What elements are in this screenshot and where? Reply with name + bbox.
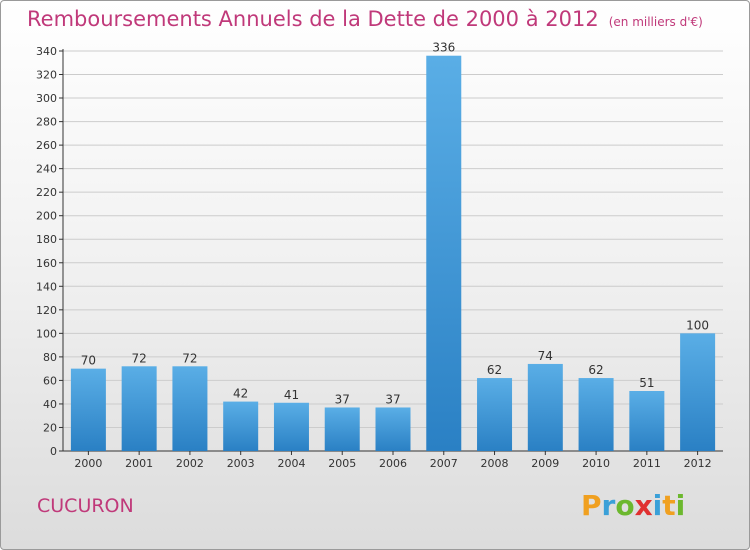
logo-letter: r <box>601 489 616 522</box>
y-tick-label: 160 <box>36 257 57 270</box>
logo-letter: t <box>662 489 676 522</box>
y-tick-label: 340 <box>36 45 57 58</box>
bar <box>578 378 614 451</box>
data-label: 100 <box>686 318 709 332</box>
y-tick-label: 140 <box>36 280 57 293</box>
y-tick-label: 0 <box>50 445 57 458</box>
y-tick-label: 320 <box>36 69 57 82</box>
data-label: 72 <box>182 351 197 365</box>
data-label: 37 <box>335 392 350 406</box>
y-tick-label: 300 <box>36 92 57 105</box>
x-tick-label: 2011 <box>633 457 661 470</box>
y-tick-label: 60 <box>43 374 57 387</box>
logo-letter: o <box>615 489 635 522</box>
x-tick-label: 2000 <box>74 457 102 470</box>
y-tick-label: 40 <box>43 398 57 411</box>
logo-letter: P <box>581 489 602 522</box>
x-tick-label: 2006 <box>379 457 407 470</box>
x-tick-label: 2010 <box>582 457 610 470</box>
x-tick-label: 2003 <box>227 457 255 470</box>
bar <box>273 402 309 451</box>
data-label: 42 <box>233 387 248 401</box>
bar <box>680 333 716 451</box>
y-tick-label: 240 <box>36 163 57 176</box>
bar <box>477 378 513 451</box>
bar <box>172 366 208 451</box>
bar <box>426 55 462 452</box>
data-label: 41 <box>284 388 299 402</box>
bar <box>527 363 563 451</box>
bar <box>375 407 411 451</box>
data-label: 51 <box>639 376 654 390</box>
data-label: 37 <box>385 392 400 406</box>
chart-title-main: Remboursements Annuels de la Dette de 20… <box>27 7 599 31</box>
logo-letter: x <box>634 489 653 522</box>
x-tick-label: 2012 <box>684 457 712 470</box>
y-tick-label: 180 <box>36 233 57 246</box>
city-name: CUCURON <box>37 495 134 517</box>
y-tick-label: 280 <box>36 116 57 129</box>
y-tick-label: 20 <box>43 421 57 434</box>
bar <box>629 391 665 451</box>
bar <box>324 407 360 451</box>
x-tick-label: 2004 <box>277 457 305 470</box>
y-tick-label: 260 <box>36 139 57 152</box>
x-tick-label: 2008 <box>481 457 509 470</box>
y-tick-label: 100 <box>36 327 57 340</box>
logo-letter: i <box>652 489 663 522</box>
data-label: 70 <box>81 354 96 368</box>
bar <box>121 366 157 451</box>
x-tick-label: 2001 <box>125 457 153 470</box>
x-tick-label: 2009 <box>531 457 559 470</box>
x-tick-label: 2002 <box>176 457 204 470</box>
data-label: 336 <box>432 41 455 55</box>
proxiti-logo: Proxiti <box>581 489 685 522</box>
chart-title-unit: (en milliers d'€) <box>608 15 703 29</box>
y-tick-label: 200 <box>36 210 57 223</box>
data-label: 74 <box>538 349 553 363</box>
data-label: 62 <box>487 363 502 377</box>
bar <box>70 368 106 451</box>
data-label: 62 <box>588 363 603 377</box>
y-tick-label: 120 <box>36 304 57 317</box>
x-tick-label: 2007 <box>430 457 458 470</box>
bar <box>223 401 259 451</box>
data-label: 72 <box>132 351 147 365</box>
y-tick-label: 220 <box>36 186 57 199</box>
logo-letter: i <box>675 489 686 522</box>
chart-title: Remboursements Annuels de la Dette de 20… <box>27 7 703 31</box>
y-tick-label: 80 <box>43 351 57 364</box>
x-tick-label: 2005 <box>328 457 356 470</box>
